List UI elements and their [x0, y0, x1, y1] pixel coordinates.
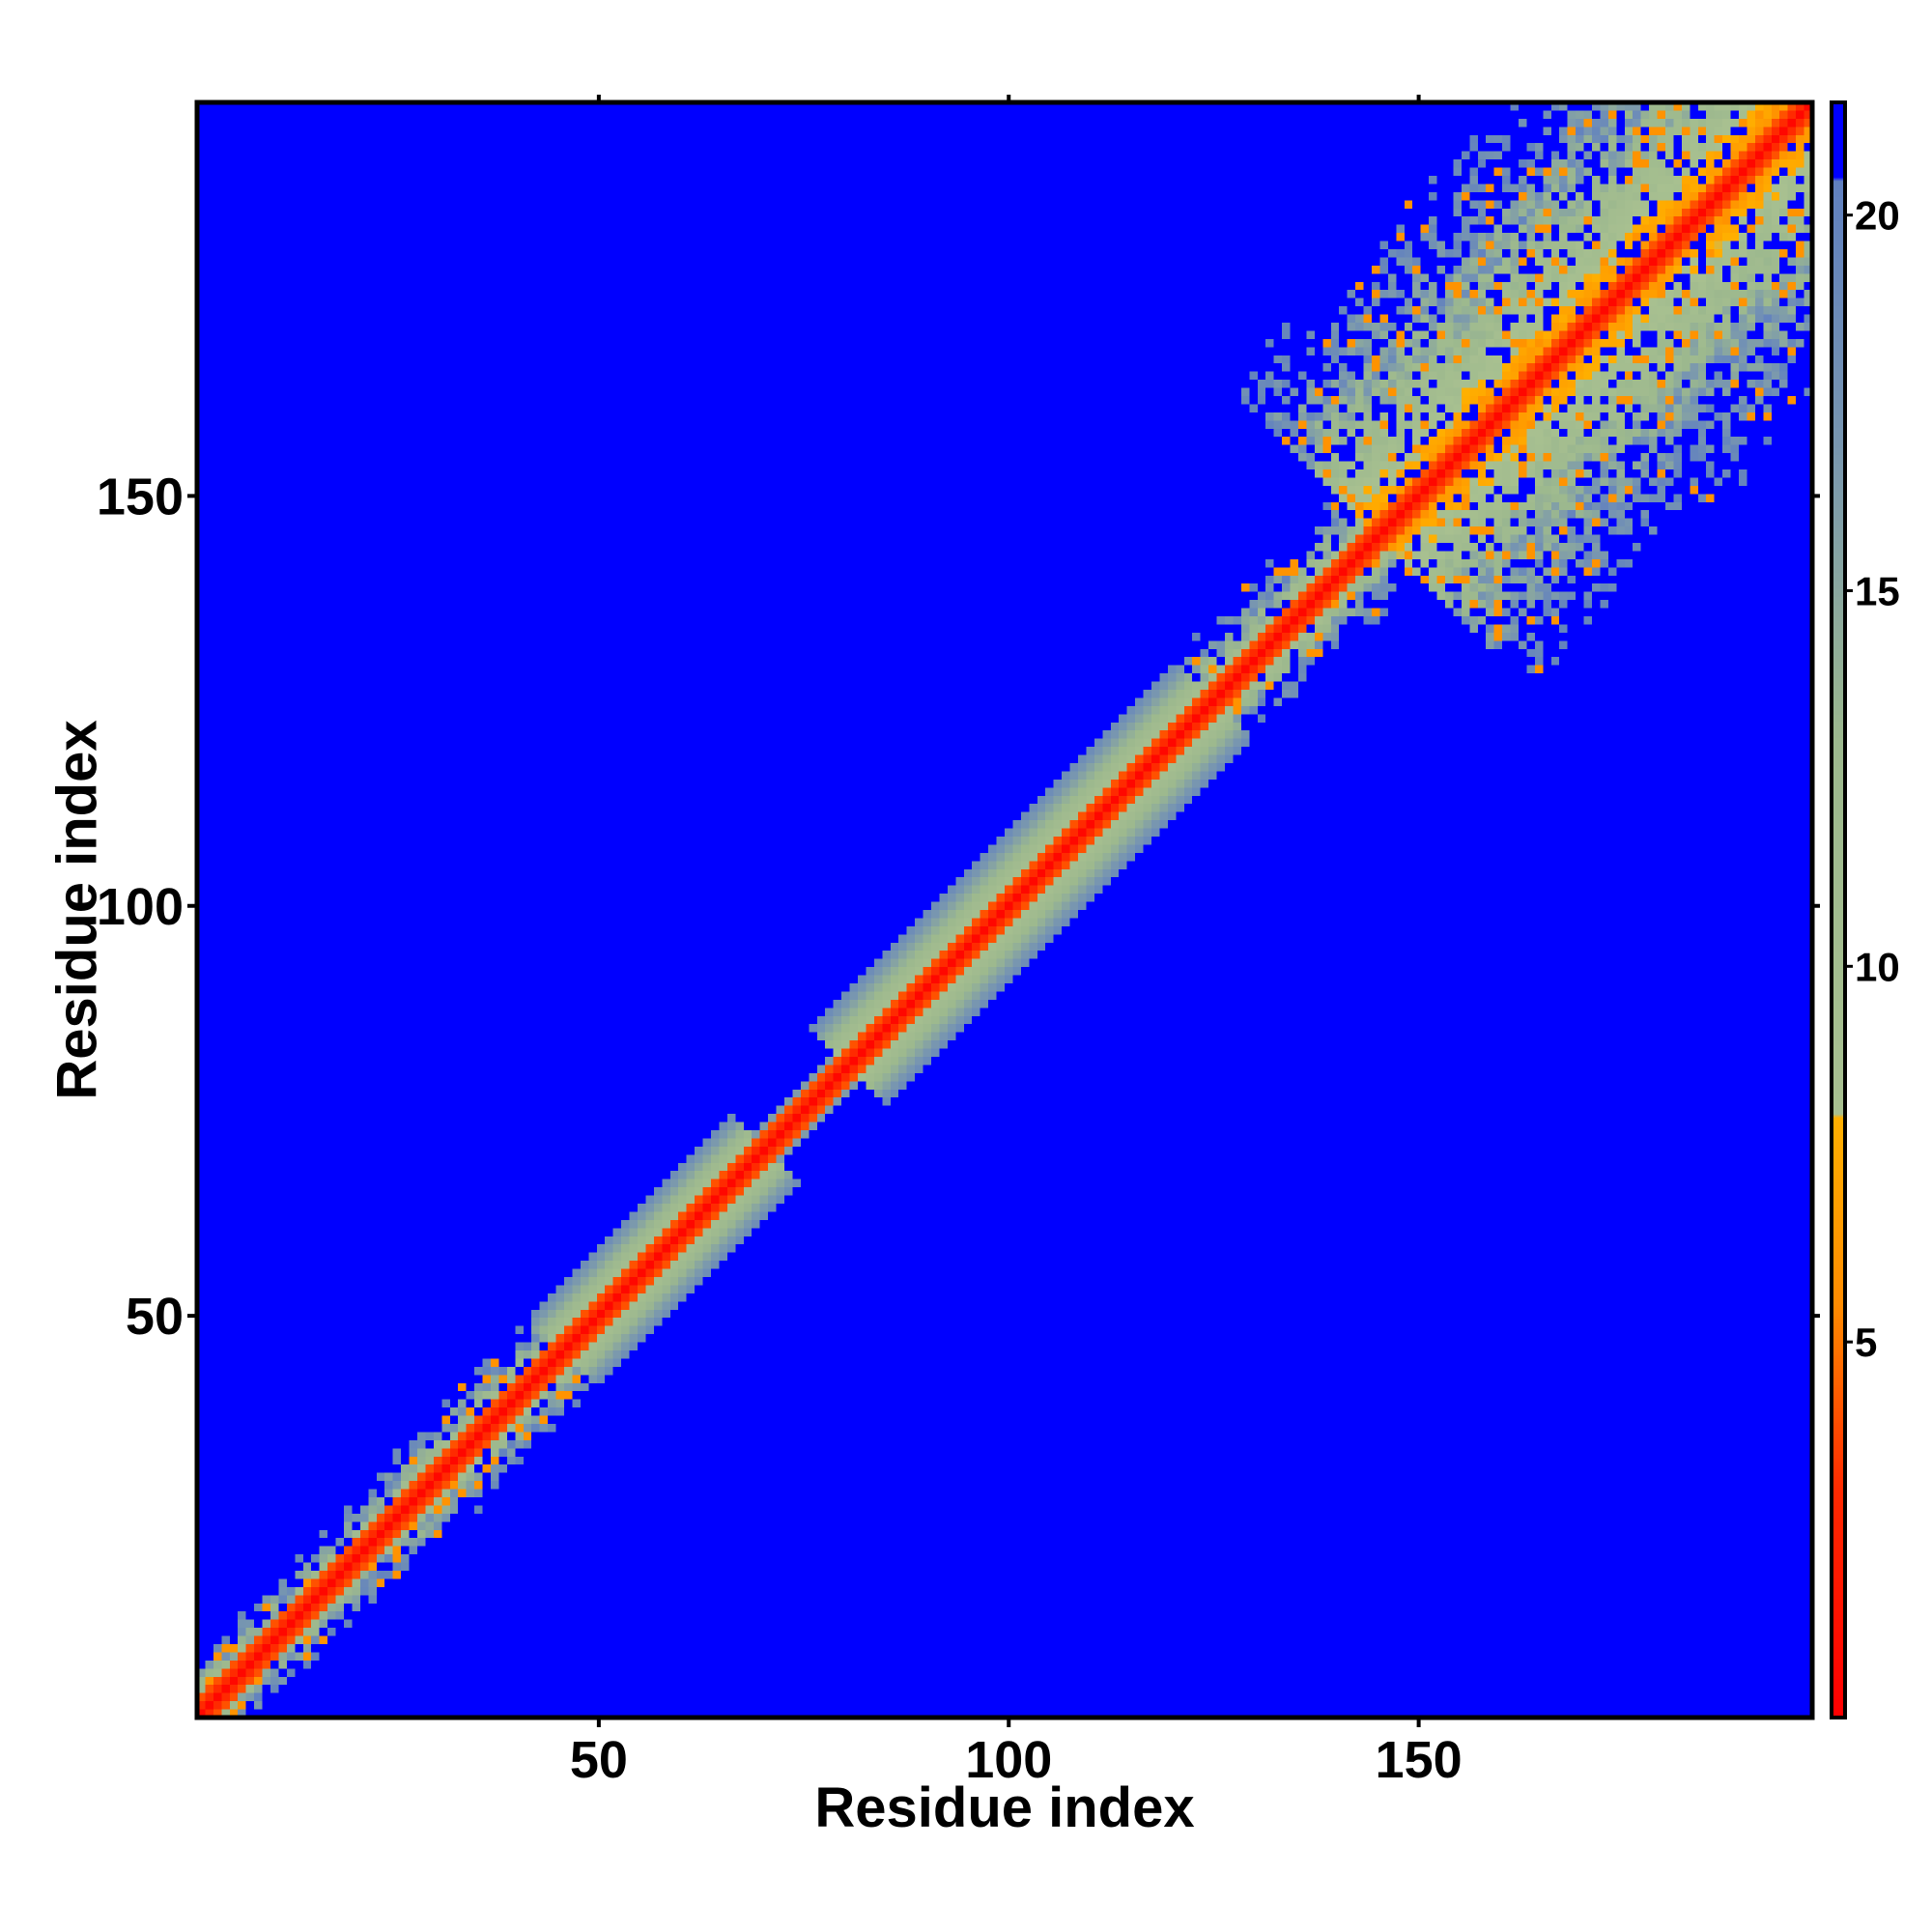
colorbar-tick-label: 15: [1855, 568, 1900, 613]
x-tick-label: 50: [570, 1731, 628, 1789]
y-tick-label: 50: [126, 1288, 184, 1346]
heatmap-plot-area: [197, 102, 1812, 1718]
x-axis-title: Residue index: [814, 1776, 1195, 1839]
colorbar-tick-label: 5: [1855, 1320, 1877, 1365]
y-axis-ticks: 50 100 150: [97, 468, 1820, 1346]
colorbar: [1832, 102, 1845, 1718]
colorbar-tick-label: 20: [1855, 193, 1900, 239]
colorbar-ticks: 5 10 15 20: [1845, 193, 1900, 1365]
x-tick-label: 150: [1376, 1731, 1463, 1789]
x-axis-ticks: 50 100 150: [570, 95, 1463, 1789]
y-tick-label: 150: [97, 468, 184, 526]
colorbar-tick-label: 10: [1855, 944, 1900, 989]
plot-frame: [194, 99, 1815, 1720]
x-tick-label: 100: [965, 1731, 1052, 1789]
colorbar-frame: [1830, 100, 1847, 1719]
y-tick-label: 100: [97, 878, 184, 936]
y-axis-title: Residue index: [45, 720, 109, 1100]
